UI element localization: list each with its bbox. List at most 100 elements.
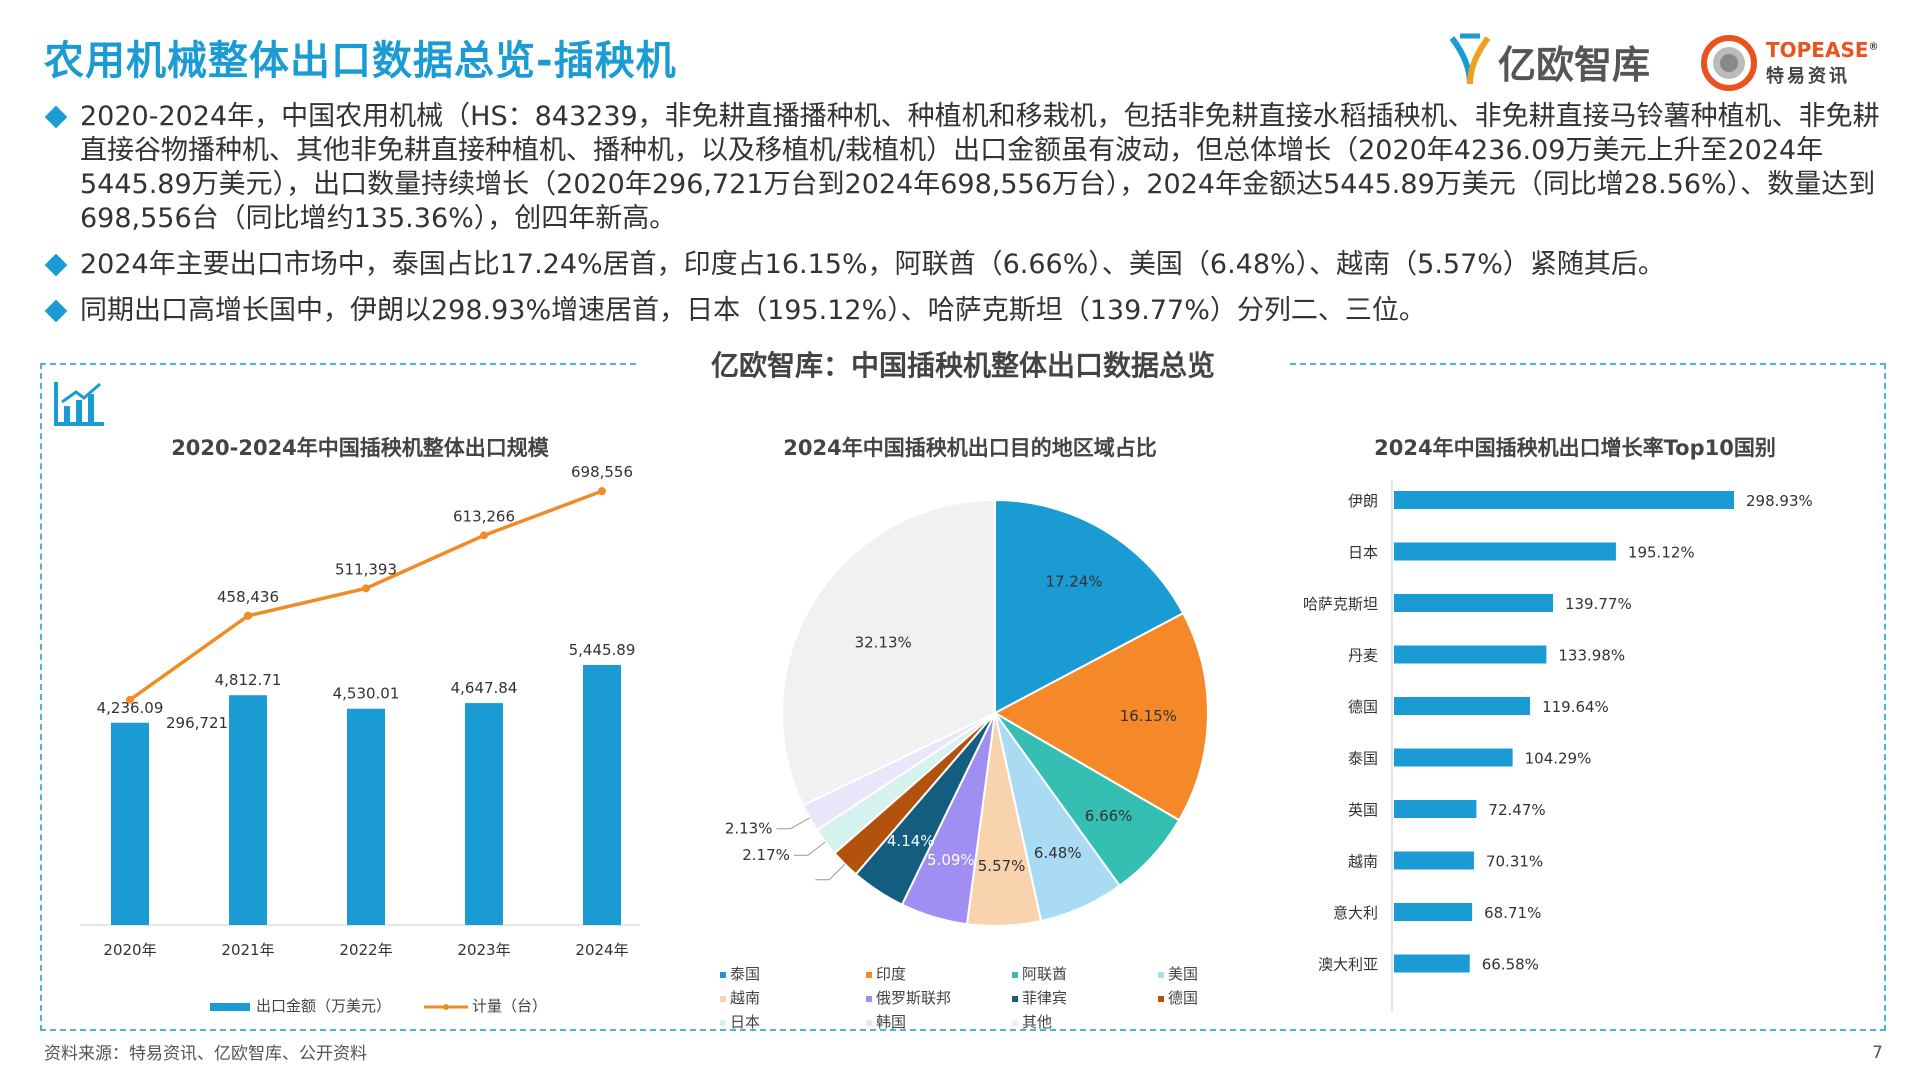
y-tick-label: 泰国	[1348, 750, 1378, 768]
bar-growth	[1394, 491, 1734, 509]
topease-logo-cn: 特易资讯	[1766, 66, 1850, 87]
bar-growth	[1394, 542, 1616, 561]
pie-slice	[781, 498, 996, 807]
y-tick-label: 意大利	[1333, 904, 1378, 922]
legend-label: 俄罗斯联邦	[876, 989, 952, 1007]
bar-growth-label: 68.71%	[1484, 904, 1541, 922]
pie-legend-item: 阿联酋	[1012, 963, 1067, 984]
bullet-point: 2020-2024年，中国农用机械（HS：843239，非免耕直播播种机、种植机…	[44, 100, 1896, 236]
legend-label: 菲律宾	[1022, 989, 1068, 1007]
topease-ring-icon	[1701, 35, 1757, 91]
bullet-point: 同期出口高增长国中，伊朗以298.93%增速居首，日本（195.12%）、哈萨克…	[44, 294, 1896, 328]
bar-growth	[1394, 954, 1470, 973]
bar-growth-label: 133.98%	[1558, 647, 1625, 665]
y-tick-label: 日本	[1348, 544, 1378, 562]
pie-leader-line	[793, 841, 826, 856]
bar-growth	[1394, 697, 1531, 715]
pie-slice	[994, 498, 1185, 715]
frame-title: 亿欧智库：中国插秧机整体出口数据总览	[640, 346, 1286, 386]
topease-logo: TOPEASE® 特易资讯	[1700, 30, 1880, 94]
legend-label: 德国	[1168, 989, 1199, 1007]
line-quantity-point	[244, 611, 252, 620]
bar-growth	[1394, 594, 1553, 612]
y-tick-label: 越南	[1348, 853, 1378, 871]
bar-growth-label: 298.93%	[1746, 492, 1813, 510]
line-quantity-label: 511,393	[335, 560, 397, 578]
pie-legend-item: 越南	[720, 987, 760, 1008]
pie-legend-item: 日本	[720, 1011, 760, 1032]
chart2-title: 2024年中国插秧机出口目的地区域占比	[783, 436, 1157, 460]
pie-slice-label: 2.17%	[742, 846, 790, 864]
pie-slice-label: 17.24%	[1045, 573, 1102, 591]
summary-bullets: 2020-2024年，中国农用机械（HS：843239，非免耕直播播种机、种植机…	[44, 100, 1896, 340]
pie-slice	[992, 611, 1209, 822]
destination-pie-chart: 17.24% 16.15% 6.66% 6.48% 5.57%5.09%4.14% 2.2…	[725, 498, 1209, 927]
pie-legend-item: 美国	[1158, 963, 1198, 984]
y-tick-label: 澳大利亚	[1318, 956, 1378, 974]
pie-slice-label: 4.14%	[887, 832, 935, 850]
bar-amount	[465, 703, 503, 925]
line-quantity-point	[598, 487, 606, 496]
legend-swatch	[1012, 995, 1018, 1002]
bar-amount-label: 5,445.89	[569, 641, 636, 659]
legend-label: 其他	[1022, 1013, 1053, 1031]
pie-slice-label: 6.66%	[1085, 807, 1133, 825]
legend-swatch-bar	[210, 1002, 250, 1011]
bar-amount	[229, 695, 267, 925]
legend-quantity: 计量（台）	[424, 995, 547, 1016]
x-tick-label: 2021年	[221, 941, 274, 959]
export-scale-chart: 4,236.09 2020年 4,812.71 2021年 4,530.01 2022年 4…	[80, 463, 640, 959]
y-tick-label: 丹麦	[1348, 647, 1378, 665]
x-tick-label: 2020年	[103, 941, 156, 959]
x-tick-label: 2022年	[339, 941, 392, 959]
line-quantity-point	[126, 695, 134, 704]
pie-slice-label: 5.57%	[978, 857, 1026, 875]
line-quantity-point	[480, 531, 488, 540]
y-tick-label: 英国	[1348, 801, 1378, 819]
bar-amount	[347, 708, 385, 925]
legend-swatch	[720, 971, 726, 978]
diamond-icon	[44, 105, 68, 129]
diamond-icon	[44, 299, 68, 323]
bar-growth-label: 70.31%	[1486, 853, 1543, 871]
legend-swatch	[1012, 971, 1018, 978]
page-number: 7	[1872, 1043, 1883, 1063]
legend-label: 阿联酋	[1022, 965, 1068, 983]
topease-logo-en: TOPEASE®	[1766, 38, 1879, 62]
bar-growth	[1394, 748, 1513, 767]
legend-swatch	[1012, 1019, 1018, 1026]
bar-growth-label: 139.77%	[1565, 595, 1632, 613]
legend-swatch	[866, 995, 872, 1002]
chart1-title: 2020-2024年中国插秧机整体出口规模	[171, 436, 549, 460]
pie-legend-item: 其他	[1012, 1011, 1052, 1032]
pie-slice-label: 16.15%	[1120, 707, 1177, 725]
pie-legend-item: 泰国	[720, 963, 760, 984]
bar-growth-label: 195.12%	[1628, 544, 1695, 562]
pie-leader-line	[776, 817, 810, 830]
line-quantity-label: 698,556	[571, 463, 633, 481]
pie-legend-item: 韩国	[866, 1011, 906, 1032]
legend-label: 泰国	[730, 965, 761, 983]
source-note: 资料来源：特易资讯、亿欧智库、公开资料	[44, 1044, 367, 1064]
legend-swatch	[866, 971, 872, 978]
legend-label: 日本	[730, 1013, 761, 1031]
bar-growth	[1394, 800, 1477, 818]
y-tick-label: 哈萨克斯坦	[1303, 595, 1378, 613]
bar-growth	[1394, 851, 1474, 870]
pie-slice-label: 6.48%	[1034, 844, 1082, 862]
bar-growth-label: 72.47%	[1488, 801, 1545, 819]
legend-amount: 出口金额（万美元）	[210, 995, 391, 1016]
legend-swatch	[866, 1019, 872, 1026]
bar-growth-label: 104.29%	[1525, 750, 1592, 768]
y-tick-label: 德国	[1348, 698, 1378, 716]
pie-legend-item: 俄罗斯联邦	[866, 987, 951, 1008]
legend-swatch	[1158, 995, 1164, 1002]
page-title: 农用机械整体出口数据总览-插秧机	[44, 38, 677, 84]
growth-top10-chart: 伊朗 298.93% 日本 195.12% 哈萨克斯坦 139.77% 丹麦 133.98% 德…	[1303, 480, 1813, 1012]
yiou-logo-text: 亿欧智库	[1498, 43, 1651, 87]
line-quantity-label: 613,266	[453, 507, 515, 525]
pie-legend-item: 印度	[866, 963, 906, 984]
pie-legend-item: 菲律宾	[1012, 987, 1067, 1008]
bar-amount	[583, 665, 621, 925]
bar-growth-label: 66.58%	[1482, 956, 1539, 974]
